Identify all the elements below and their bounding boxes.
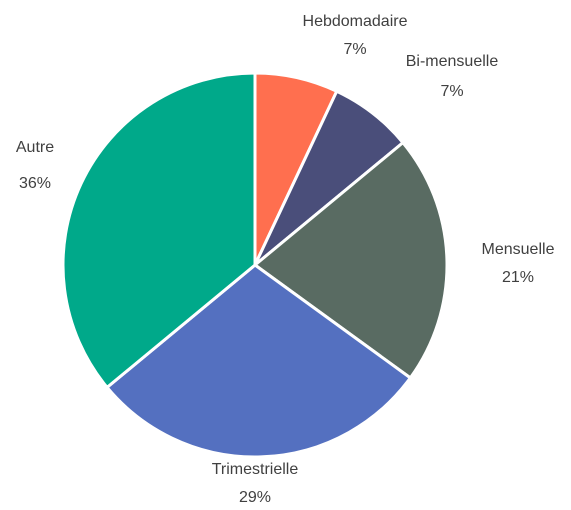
pie-slice xyxy=(61,71,257,389)
pie-slice xyxy=(105,263,412,459)
slice-label: Trimestrielle xyxy=(212,461,299,478)
slice-label: Mensuelle xyxy=(482,241,555,258)
slice-label: Bi-mensuelle xyxy=(406,53,499,70)
pie-slice xyxy=(253,141,449,380)
slice-value-label: 21% xyxy=(502,269,534,286)
slice-label: Autre xyxy=(16,139,54,156)
slice-value-label: 36% xyxy=(19,175,51,192)
slice-label: Hebdomadaire xyxy=(303,13,408,30)
slice-value-label: 7% xyxy=(440,83,463,100)
slice-value-label: 7% xyxy=(343,41,366,58)
slice-value-label: 29% xyxy=(239,489,271,506)
